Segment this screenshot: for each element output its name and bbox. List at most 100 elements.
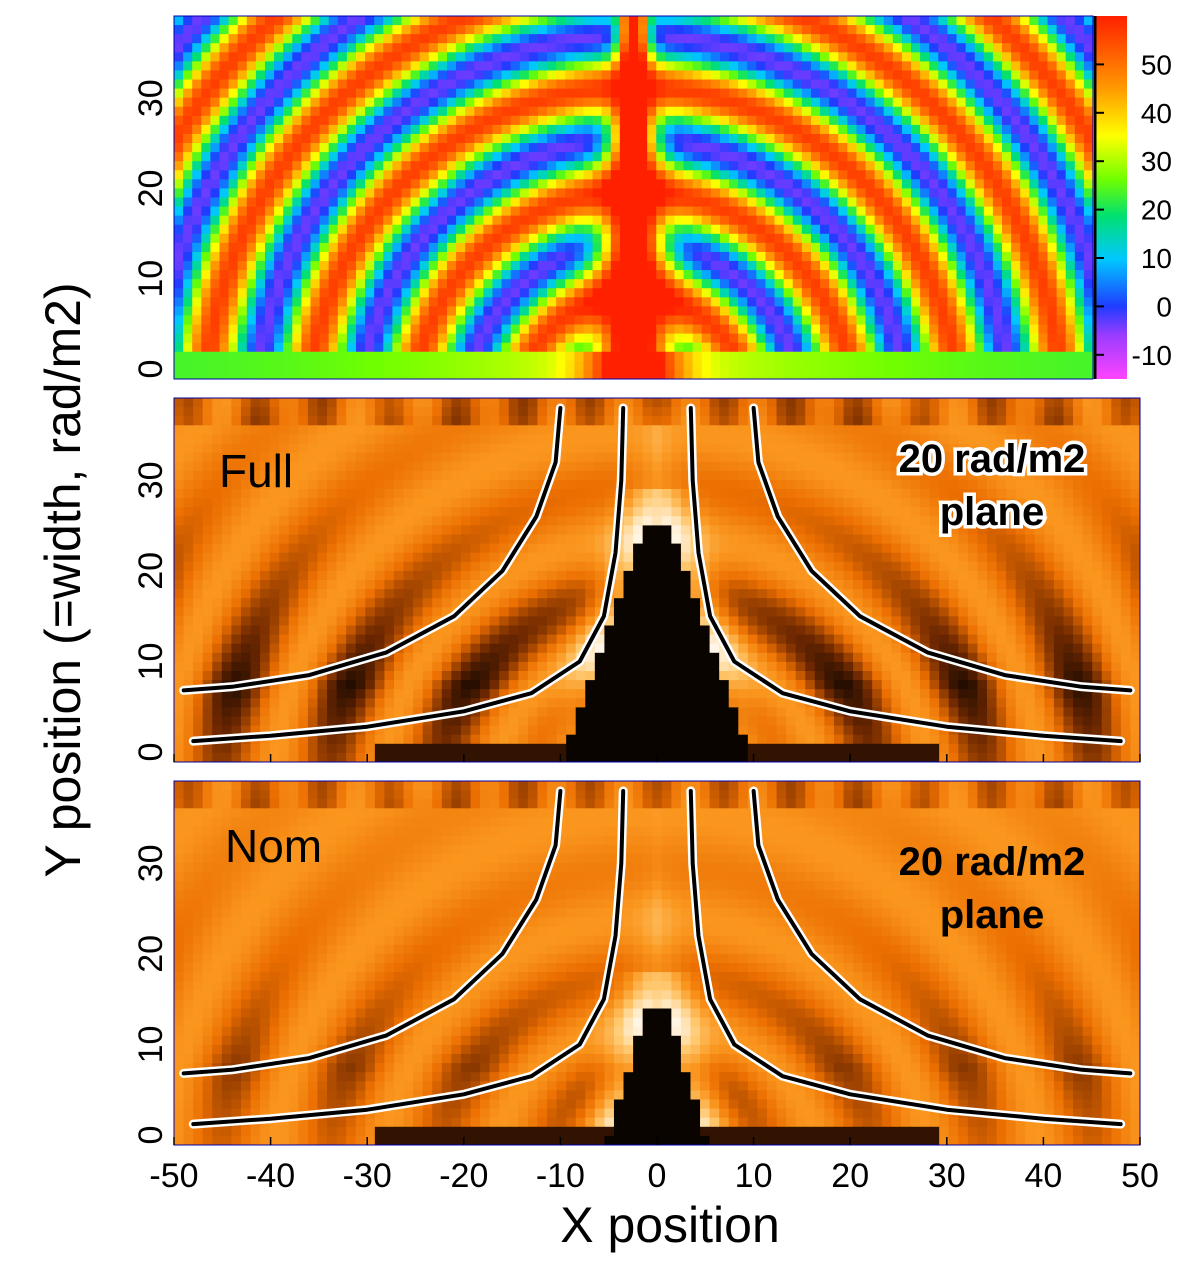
heatmap-cell	[492, 16, 503, 26]
heatmap-cell	[228, 206, 239, 217]
heatmap-cell	[310, 52, 321, 62]
heatmap-cell	[246, 306, 257, 317]
heatmap-cell	[610, 124, 621, 135]
heatmap-cell	[419, 288, 430, 298]
heatmap-cell	[547, 224, 557, 235]
heatmap-cell	[892, 333, 903, 344]
heatmap-cell	[874, 206, 885, 217]
heatmap-cell	[992, 143, 1003, 153]
heatmap-cell	[701, 25, 712, 35]
heatmap-cell	[583, 279, 594, 289]
heatmap-cell	[365, 452, 376, 463]
heatmap-cell	[1034, 470, 1045, 481]
heatmap-cell	[510, 70, 521, 81]
heatmap-cell	[623, 425, 634, 435]
heatmap-cell	[1130, 434, 1140, 445]
heatmap-cell	[765, 43, 776, 53]
heatmap-cell	[652, 416, 663, 426]
heatmap-cell	[701, 61, 712, 72]
heatmap-cell	[719, 324, 730, 335]
heatmap-cell	[920, 197, 930, 208]
heatmap-cell	[374, 233, 384, 244]
heatmap-cell	[929, 261, 939, 271]
heatmap-cell	[574, 197, 585, 208]
heatmap-cell	[508, 470, 519, 481]
heatmap-cell	[938, 270, 949, 280]
heatmap-cell	[483, 170, 494, 180]
heatmap-cell	[977, 434, 988, 445]
heatmap-cell	[556, 206, 566, 217]
heatmap-cell	[174, 479, 185, 490]
heatmap-cell	[1074, 52, 1085, 62]
heatmap-cell	[974, 88, 985, 99]
heatmap-cell	[638, 342, 648, 353]
heatmap-cell	[492, 79, 503, 90]
heatmap-cell	[1111, 416, 1122, 426]
heatmap-cell	[938, 106, 949, 117]
heatmap-cell	[1056, 224, 1067, 235]
heatmap-cell	[574, 333, 585, 344]
heatmap-cell	[1074, 43, 1085, 53]
heatmap-cell	[824, 452, 835, 463]
heatmap-cell	[610, 261, 621, 271]
heatmap-cell	[801, 88, 812, 99]
heatmap-cell	[565, 369, 575, 379]
heatmap-cell	[566, 443, 577, 454]
heatmap-cell	[665, 61, 676, 72]
heatmap-cell	[901, 25, 912, 35]
heatmap-cell	[310, 25, 321, 35]
heatmap-cell	[392, 306, 403, 317]
heatmap-cell	[956, 261, 967, 271]
heatmap-cell	[210, 288, 221, 298]
rm-heatmap	[174, 16, 1093, 379]
heatmap-cell	[738, 179, 748, 190]
heatmap-cell	[565, 197, 575, 208]
heatmap-cell	[920, 61, 930, 72]
heatmap-cell	[938, 70, 949, 81]
heatmap-cell	[948, 443, 959, 454]
heatmap-cell	[1056, 351, 1067, 362]
heatmap-cell	[1020, 315, 1030, 326]
heatmap-cell	[1101, 443, 1112, 454]
heatmap-cell	[610, 242, 621, 253]
heatmap-cell	[456, 206, 466, 217]
heatmap-cell	[274, 315, 284, 326]
heatmap-cell	[264, 279, 275, 289]
heatmap-cell	[210, 25, 221, 35]
heatmap-cell	[642, 452, 653, 463]
heatmap-cell	[1020, 270, 1030, 280]
heatmap-cell	[274, 124, 284, 135]
heatmap-cell	[283, 342, 293, 353]
heatmap-cell	[228, 333, 239, 344]
heatmap-cell	[883, 279, 894, 289]
heatmap-cell	[255, 351, 266, 362]
heatmap-cell	[701, 188, 712, 199]
heatmap-cell	[820, 342, 830, 353]
heatmap-cell	[709, 434, 720, 445]
heatmap-cell	[947, 342, 958, 353]
heatmap-cell	[465, 115, 475, 126]
heatmap-cell	[292, 351, 302, 362]
heatmap-cell	[456, 143, 466, 153]
heatmap-cell	[920, 170, 930, 180]
heatmap-cell	[642, 443, 653, 454]
heatmap-cell	[810, 261, 821, 271]
heatmap-cell	[1011, 16, 1021, 26]
heatmap-cell	[1083, 270, 1093, 280]
heatmap-cell	[738, 342, 748, 353]
heatmap-cell	[929, 215, 939, 226]
heatmap-cell	[1065, 342, 1076, 353]
heatmap-cell	[729, 52, 739, 62]
heatmap-cell	[765, 133, 776, 144]
heatmap-cell	[583, 251, 594, 262]
heatmap-cell	[274, 106, 284, 117]
heatmap-cell	[656, 34, 666, 44]
heatmap-cell	[392, 279, 403, 289]
heatmap-cell	[1038, 115, 1049, 126]
heatmap-cell	[829, 115, 839, 126]
heatmap-cell	[956, 52, 967, 62]
heatmap-cell	[783, 288, 794, 298]
heatmap-cell	[801, 315, 812, 326]
heatmap-cell	[441, 434, 452, 445]
heatmap-cell	[862, 452, 873, 463]
